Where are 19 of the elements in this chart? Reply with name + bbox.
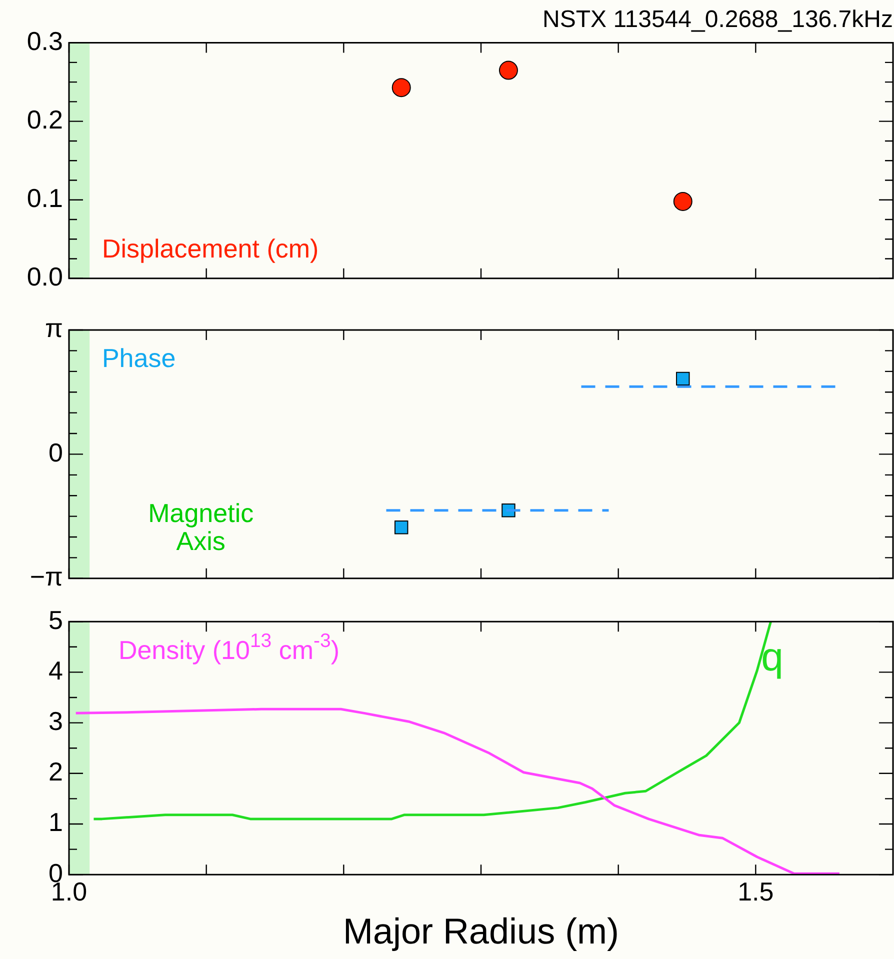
y-tick-label: 0: [48, 437, 63, 468]
y-tick-label: π: [45, 313, 63, 344]
x-axis-title: Major Radius (m): [342, 910, 620, 952]
y-tick-label: −π: [30, 562, 63, 592]
y-tick-label: 0.2: [26, 104, 63, 135]
y-tick-label: 0.1: [26, 183, 63, 214]
y-axis-title: Displacement (cm): [102, 233, 319, 264]
y-tick-label: 4: [48, 655, 63, 686]
band-label: Magnetic Axis: [148, 498, 254, 556]
y-axis-title: Phase: [102, 342, 176, 373]
series-label: q: [761, 636, 784, 680]
y-tick-label: 0.3: [26, 26, 63, 56]
y-tick-label: 5: [48, 604, 63, 635]
y-tick-label: 0.0: [26, 262, 63, 292]
y-tick-label: 2: [48, 756, 63, 787]
y-tick-label: 1: [48, 807, 63, 838]
y-tick-label: 3: [48, 706, 63, 736]
x-tick-label: 1.5: [738, 876, 774, 906]
chart-title: NSTX 113544_0.2688_136.7kHz: [542, 6, 893, 34]
